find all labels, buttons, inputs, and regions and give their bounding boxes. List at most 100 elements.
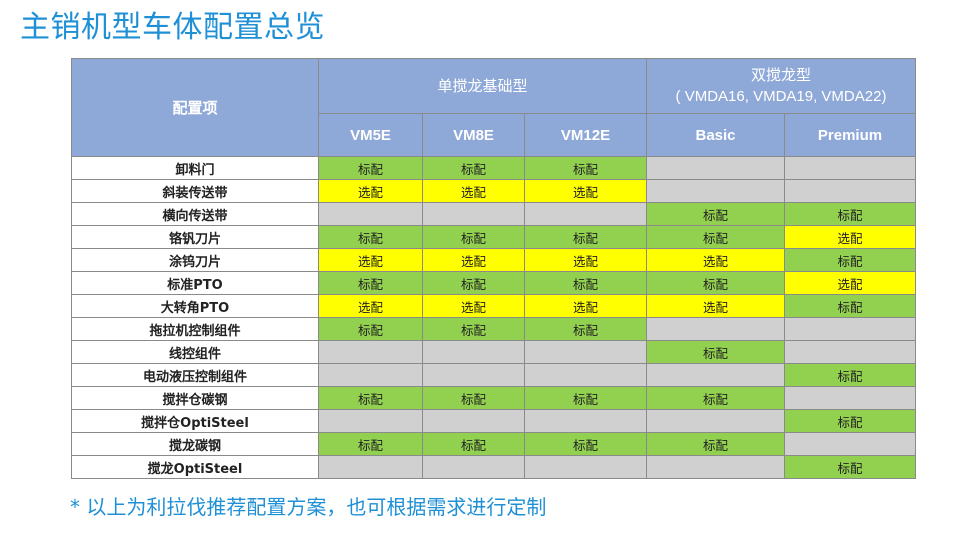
config-item-label: 搅拌仓OptiSteel bbox=[71, 409, 319, 433]
standard-cell: 标配 bbox=[318, 432, 423, 456]
not-available-cell bbox=[646, 317, 785, 341]
not-available-cell bbox=[422, 409, 525, 433]
configuration-table: 配置项 单搅龙基础型 双搅龙型 ( VMDA16, VMDA19, VMDA22… bbox=[71, 58, 916, 479]
table-row: 搅龙OptiSteel 标配 bbox=[71, 455, 916, 479]
not-available-cell bbox=[318, 455, 423, 479]
optional-cell: 选配 bbox=[524, 248, 647, 272]
optional-cell: 选配 bbox=[784, 225, 916, 249]
standard-cell: 标配 bbox=[422, 225, 525, 249]
not-available-cell bbox=[524, 363, 647, 387]
double-auger-group-models: ( VMDA16, VMDA19, VMDA22) bbox=[675, 88, 887, 105]
optional-cell: 选配 bbox=[422, 248, 525, 272]
not-available-cell bbox=[646, 156, 785, 180]
not-available-cell bbox=[422, 202, 525, 226]
model-header: Basic bbox=[646, 113, 785, 157]
configuration-rows: 卸料门 标配 标配 标配 斜装传送带 选配 选配 选配 横向传送带 标配 标配 铬钒刀片 标配 标配 标配标… bbox=[71, 156, 916, 479]
single-auger-group-header: 单搅龙基础型 bbox=[318, 58, 647, 114]
not-available-cell bbox=[422, 340, 525, 364]
standard-cell: 标配 bbox=[318, 271, 423, 295]
not-available-cell bbox=[784, 386, 916, 410]
standard-cell: 标配 bbox=[524, 225, 647, 249]
optional-cell: 选配 bbox=[318, 179, 423, 203]
table-row: 拖拉机控制组件 标配 标配 标配 bbox=[71, 317, 916, 341]
not-available-cell bbox=[524, 340, 647, 364]
config-item-label: 搅龙碳钢 bbox=[71, 432, 319, 456]
not-available-cell bbox=[524, 455, 647, 479]
standard-cell: 标配 bbox=[422, 271, 525, 295]
table-row: 线控组件 标配 bbox=[71, 340, 916, 364]
table-row: 斜装传送带 选配 选配 选配 bbox=[71, 179, 916, 203]
config-item-label: 搅拌仓碳钢 bbox=[71, 386, 319, 410]
model-header: VM5E bbox=[318, 113, 423, 157]
config-item-label: 电动液压控制组件 bbox=[71, 363, 319, 387]
config-item-label: 斜装传送带 bbox=[71, 179, 319, 203]
config-item-label: 拖拉机控制组件 bbox=[71, 317, 319, 341]
standard-cell: 标配 bbox=[784, 294, 916, 318]
optional-cell: 选配 bbox=[524, 179, 647, 203]
table-row: 搅拌仓OptiSteel 标配 bbox=[71, 409, 916, 433]
config-item-label: 搅龙OptiSteel bbox=[71, 455, 319, 479]
standard-cell: 标配 bbox=[784, 248, 916, 272]
not-available-cell bbox=[318, 363, 423, 387]
not-available-cell bbox=[646, 179, 785, 203]
standard-cell: 标配 bbox=[318, 156, 423, 180]
not-available-cell bbox=[318, 340, 423, 364]
standard-cell: 标配 bbox=[784, 202, 916, 226]
standard-cell: 标配 bbox=[524, 432, 647, 456]
table-row: 横向传送带 标配 标配 bbox=[71, 202, 916, 226]
standard-cell: 标配 bbox=[646, 386, 785, 410]
optional-cell: 选配 bbox=[646, 294, 785, 318]
table-row: 电动液压控制组件 标配 bbox=[71, 363, 916, 387]
footnote: * 以上为利拉伐推荐配置方案，也可根据需求进行定制 bbox=[70, 495, 547, 519]
standard-cell: 标配 bbox=[646, 225, 785, 249]
standard-cell: 标配 bbox=[318, 317, 423, 341]
standard-cell: 标配 bbox=[422, 317, 525, 341]
double-auger-group-header: 双搅龙型 ( VMDA16, VMDA19, VMDA22) bbox=[646, 58, 916, 114]
not-available-cell bbox=[318, 409, 423, 433]
standard-cell: 标配 bbox=[646, 271, 785, 295]
optional-cell: 选配 bbox=[422, 179, 525, 203]
model-header: VM12E bbox=[524, 113, 647, 157]
standard-cell: 标配 bbox=[784, 409, 916, 433]
standard-cell: 标配 bbox=[422, 432, 525, 456]
model-header-row: VM5E VM8E VM12E Basic Premium bbox=[72, 113, 916, 157]
standard-cell: 标配 bbox=[318, 225, 423, 249]
not-available-cell bbox=[422, 363, 525, 387]
table-row: 涂钨刀片 选配 选配 选配 选配 标配 bbox=[71, 248, 916, 272]
standard-cell: 标配 bbox=[784, 363, 916, 387]
table-row: 搅龙碳钢 标配 标配 标配 标配 bbox=[71, 432, 916, 456]
standard-cell: 标配 bbox=[646, 340, 785, 364]
standard-cell: 标配 bbox=[318, 386, 423, 410]
not-available-cell bbox=[784, 317, 916, 341]
optional-cell: 选配 bbox=[422, 294, 525, 318]
standard-cell: 标配 bbox=[646, 432, 785, 456]
not-available-cell bbox=[784, 179, 916, 203]
config-item-label: 横向传送带 bbox=[71, 202, 319, 226]
config-item-header: 配置项 bbox=[71, 58, 319, 157]
table-row: 卸料门 标配 标配 标配 bbox=[71, 156, 916, 180]
model-header: VM8E bbox=[422, 113, 525, 157]
config-item-label: 卸料门 bbox=[71, 156, 319, 180]
optional-cell: 选配 bbox=[524, 294, 647, 318]
not-available-cell bbox=[318, 202, 423, 226]
table-row: 标准PTO 标配 标配 标配 标配 选配 bbox=[71, 271, 916, 295]
not-available-cell bbox=[646, 409, 785, 433]
optional-cell: 选配 bbox=[318, 248, 423, 272]
not-available-cell bbox=[646, 455, 785, 479]
config-item-label: 标准PTO bbox=[71, 271, 319, 295]
config-item-label: 铬钒刀片 bbox=[71, 225, 319, 249]
page-title: 主销机型车体配置总览 bbox=[20, 10, 325, 45]
not-available-cell bbox=[422, 455, 525, 479]
not-available-cell bbox=[784, 432, 916, 456]
double-auger-group-title: 双搅龙型 bbox=[750, 67, 811, 84]
model-header: Premium bbox=[784, 113, 916, 157]
not-available-cell bbox=[524, 202, 647, 226]
standard-cell: 标配 bbox=[524, 156, 647, 180]
table-row: 铬钒刀片 标配 标配 标配 标配 选配 bbox=[71, 225, 916, 249]
config-item-label: 大转角PTO bbox=[71, 294, 319, 318]
not-available-cell bbox=[784, 156, 916, 180]
optional-cell: 选配 bbox=[318, 294, 423, 318]
table-row: 搅拌仓碳钢 标配 标配 标配 标配 bbox=[71, 386, 916, 410]
standard-cell: 标配 bbox=[422, 156, 525, 180]
standard-cell: 标配 bbox=[524, 271, 647, 295]
